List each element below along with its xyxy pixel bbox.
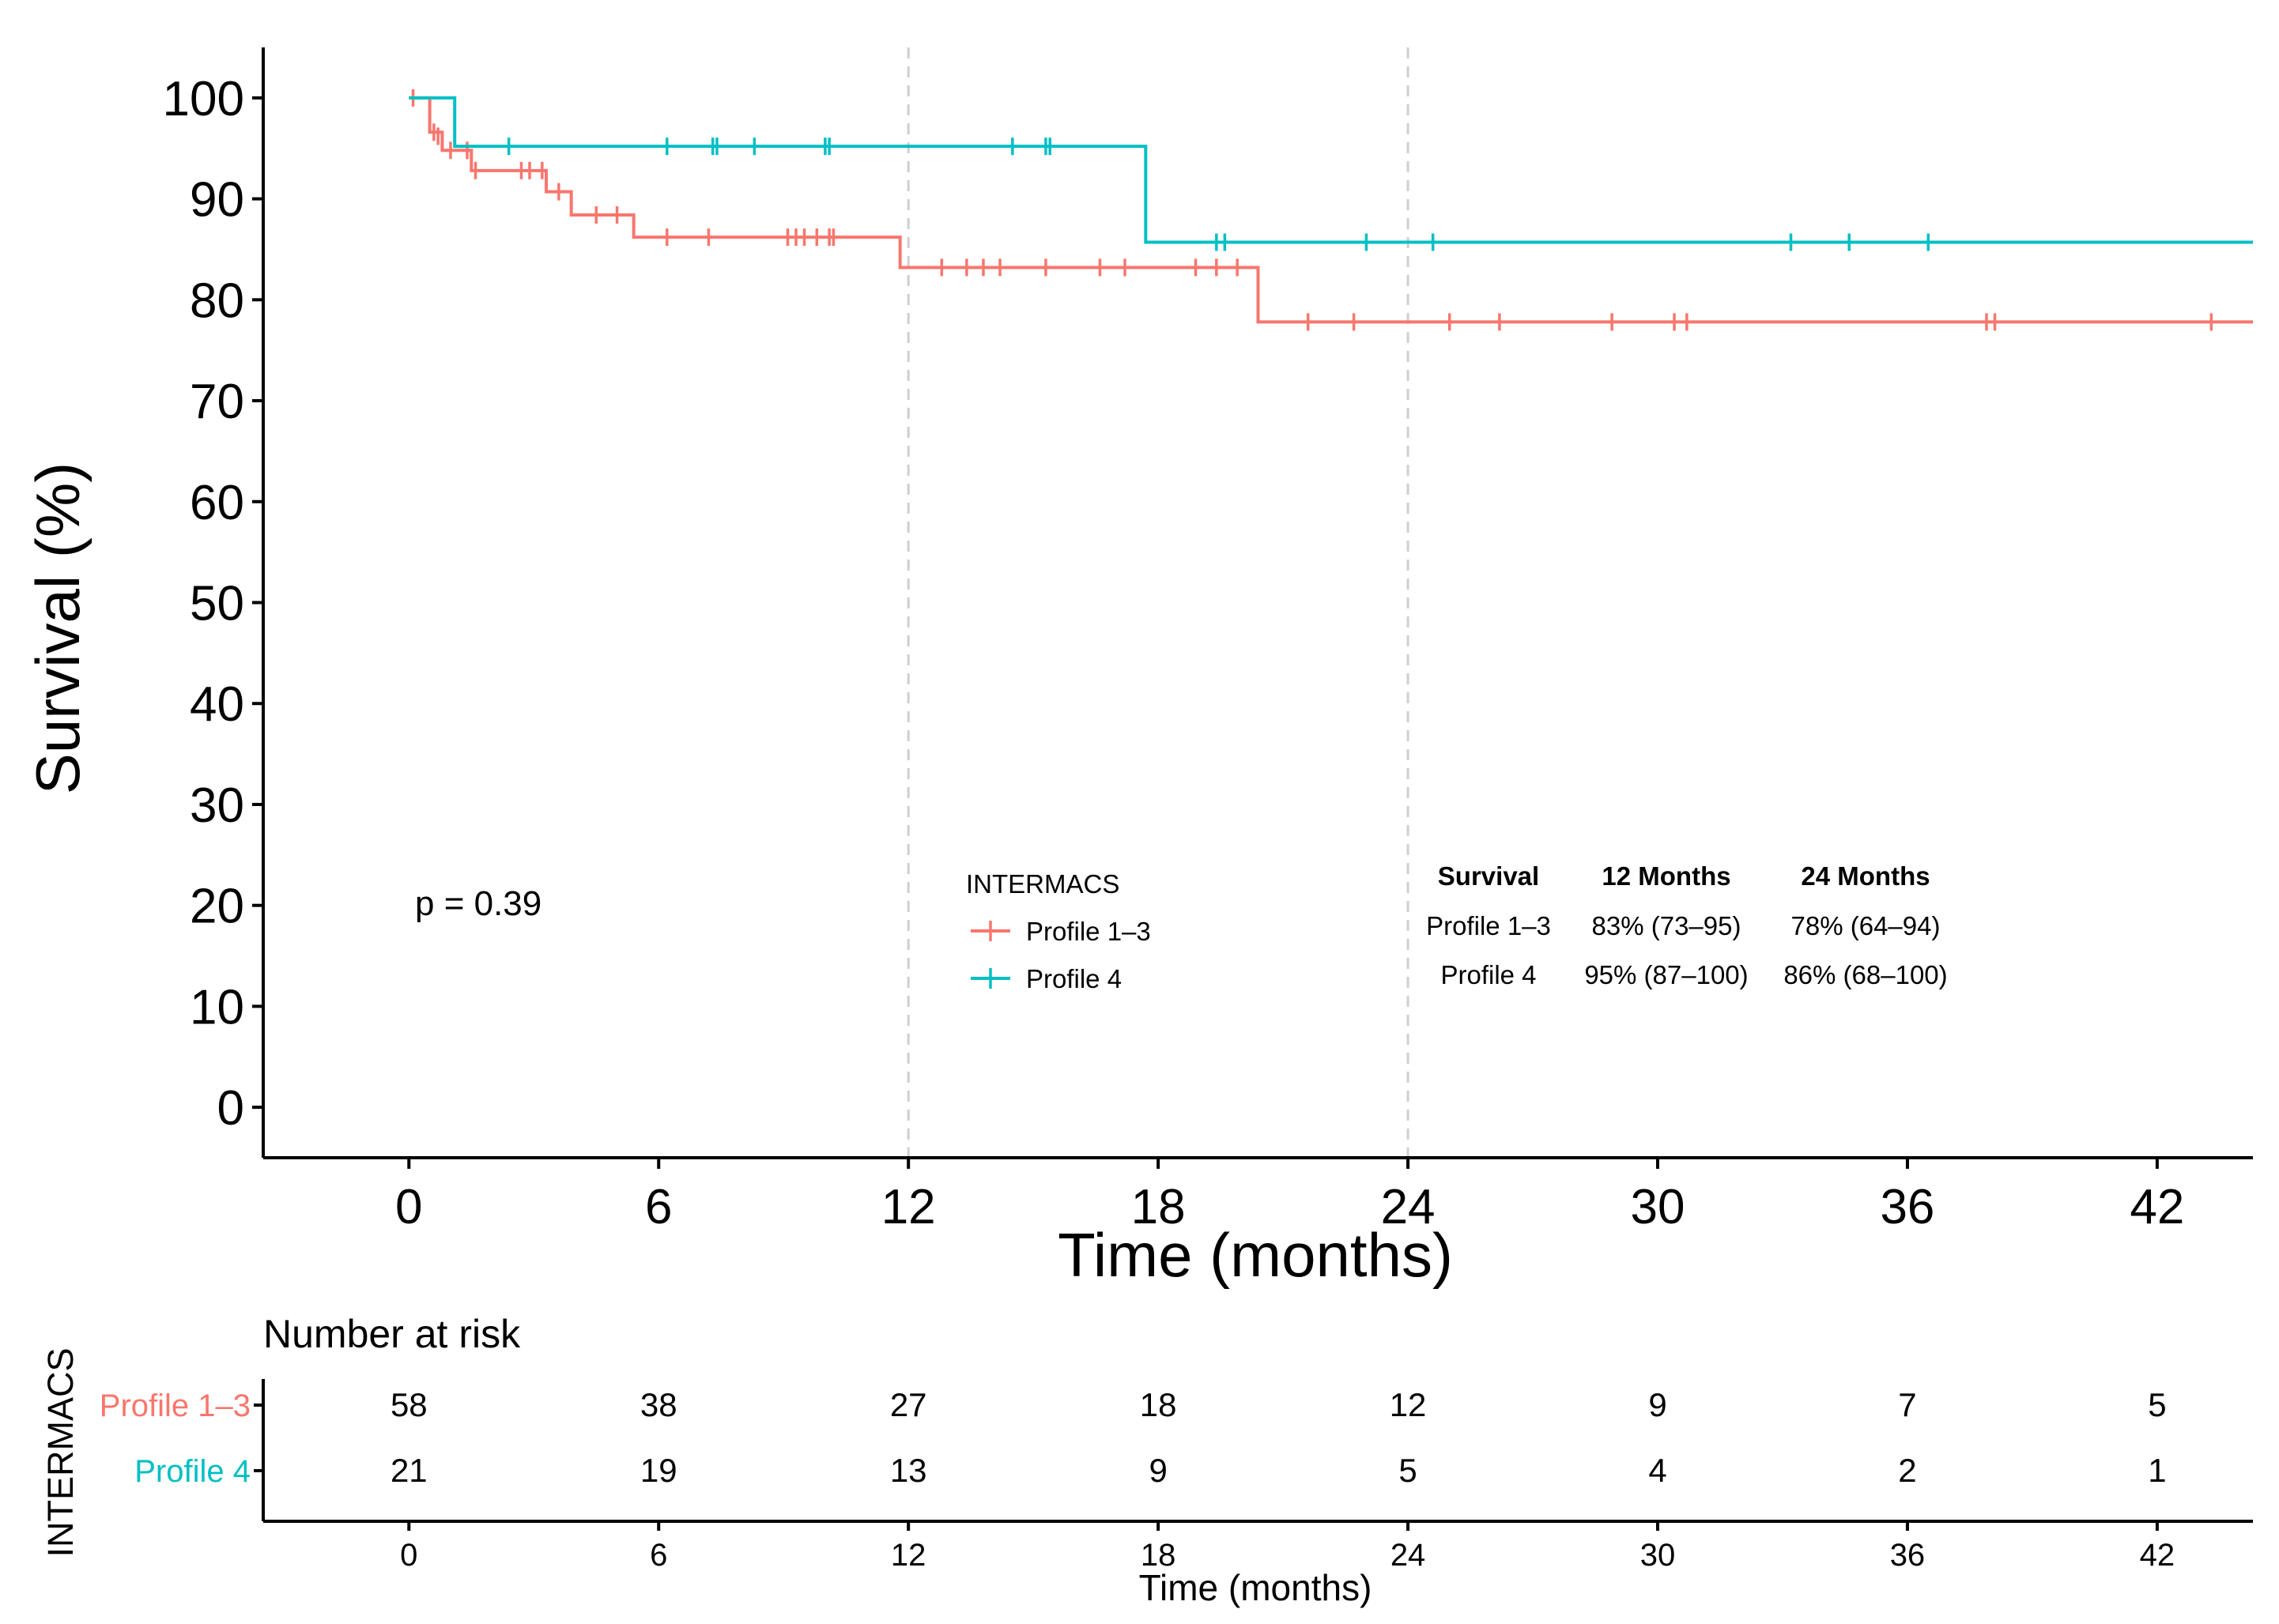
risk-count: 9 <box>1149 1452 1167 1489</box>
series-profile-1-3 <box>409 89 2253 331</box>
y-tick-label: 60 <box>190 476 244 530</box>
survival-table-header: 12 Months <box>1602 861 1730 891</box>
survival-curves <box>409 89 2253 331</box>
risk-count: 4 <box>1648 1452 1666 1489</box>
survival-table-header: Survival <box>1438 861 1539 891</box>
legend-entry-label: Profile 1–3 <box>1026 917 1151 946</box>
risk-row-label: Profile 1–3 <box>100 1389 251 1423</box>
risk-count: 21 <box>391 1452 428 1489</box>
y-tick-label: 20 <box>190 880 244 934</box>
y-tick-label: 100 <box>163 72 244 126</box>
x-tick-label: 6 <box>645 1180 672 1234</box>
legend-title: INTERMACS <box>966 869 1119 899</box>
y-tick-label: 80 <box>190 273 244 328</box>
survival-table-cell: Profile 1–3 <box>1426 911 1551 940</box>
risk-count: 58 <box>391 1386 428 1423</box>
risk-count: 9 <box>1648 1386 1666 1423</box>
risk-count: 12 <box>1390 1386 1427 1423</box>
risk-count: 19 <box>640 1452 677 1489</box>
reference-lines <box>907 47 1409 1158</box>
risk-x-tick-label: 6 <box>650 1538 667 1573</box>
p-value-label: p = 0.39 <box>415 884 541 923</box>
legend: INTERMACS Profile 1–3 Profile 4 <box>966 869 1151 993</box>
risk-count: 5 <box>1398 1452 1417 1489</box>
risk-x-axis-title: Time (months) <box>1139 1567 1372 1608</box>
survival-table-cell: Profile 4 <box>1440 960 1536 989</box>
y-tick-label: 10 <box>190 980 244 1034</box>
survival-table-cell: 83% (73–95) <box>1592 911 1741 940</box>
x-tick-label: 36 <box>1880 1180 1934 1234</box>
series-profile-4 <box>409 96 2253 251</box>
risk-count: 38 <box>640 1386 677 1423</box>
risk-row-label: Profile 4 <box>134 1454 251 1489</box>
y-tick-label: 90 <box>190 173 244 228</box>
risk-x-tick-label: 30 <box>1640 1538 1676 1573</box>
y-tick-label: 70 <box>190 375 244 429</box>
risk-x-tick-label: 0 <box>400 1538 417 1573</box>
risk-count: 2 <box>1898 1452 1916 1489</box>
y-tick-label: 30 <box>190 778 244 833</box>
risk-x-tick-label: 24 <box>1390 1538 1426 1573</box>
risk-count: 18 <box>1140 1386 1177 1423</box>
x-tick-label: 42 <box>2130 1180 2184 1234</box>
survival-table-cell: 95% (87–100) <box>1584 960 1748 989</box>
survival-summary-table: Survival 12 Months 24 Months Profile 1–3 83%… <box>1426 861 1948 989</box>
x-axis-title: Time (months) <box>1058 1220 1453 1290</box>
x-tick-label: 30 <box>1631 1180 1685 1234</box>
x-tick-label: 24 <box>1381 1180 1436 1234</box>
risk-count: 7 <box>1898 1386 1916 1423</box>
x-tick-label: 12 <box>881 1180 936 1234</box>
risk-table-strata-label: INTERMACS <box>40 1347 81 1557</box>
survival-table-cell: 86% (68–100) <box>1783 960 1947 989</box>
x-tick-label: 0 <box>395 1180 422 1234</box>
risk-x-tick-label: 18 <box>1141 1538 1176 1573</box>
legend-entry-label: Profile 4 <box>1026 964 1122 993</box>
survival-curve-line <box>409 96 2253 244</box>
risk-x-tick-label: 42 <box>2140 1538 2175 1573</box>
risk-x-tick-label: 12 <box>891 1538 926 1573</box>
y-axis-title: Survival (%) <box>23 462 92 794</box>
y-tick-label: 50 <box>190 577 244 631</box>
survival-table-cell: 78% (64–94) <box>1791 911 1941 940</box>
y-tick-label: 40 <box>190 677 244 732</box>
main-plot-axes: 0 10 20 30 40 50 60 70 80 90 100 0 6 12 18 24 30 36 42 <box>163 47 2253 1234</box>
risk-count: 5 <box>2148 1386 2166 1423</box>
x-tick-label: 18 <box>1131 1180 1186 1234</box>
risk-table-title: Number at risk <box>263 1312 521 1356</box>
risk-count: 1 <box>2148 1452 2166 1489</box>
risk-count: 27 <box>890 1386 927 1423</box>
survival-curve-line <box>409 96 2253 324</box>
risk-x-tick-label: 36 <box>1890 1538 1926 1573</box>
risk-count: 13 <box>890 1452 927 1489</box>
y-tick-label: 0 <box>217 1081 244 1136</box>
survival-table-header: 24 Months <box>1801 861 1930 891</box>
